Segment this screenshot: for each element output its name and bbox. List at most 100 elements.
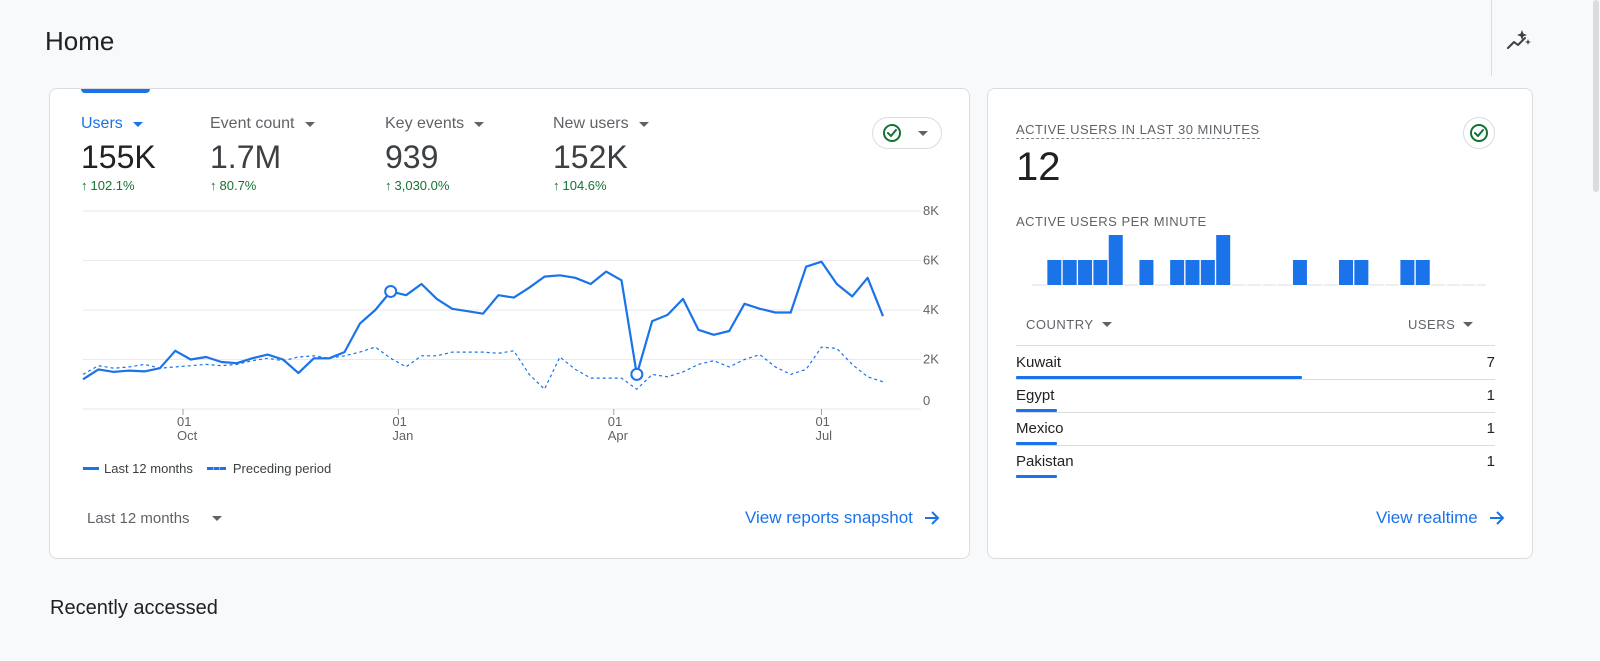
country-share-bar [1016, 376, 1302, 379]
caret-down-icon [1463, 322, 1474, 327]
metric-tab-users[interactable]: Users 155K ↑ 102.1% [81, 115, 156, 193]
minute-bar [1108, 235, 1123, 285]
arrow-up-icon: ↑ [81, 178, 88, 193]
minute-bar [1139, 260, 1154, 285]
x-tick-label-month: Jan [392, 428, 413, 443]
minute-bar [1185, 260, 1200, 285]
current-period-line [82, 260, 885, 381]
country-share-bar [1016, 409, 1057, 412]
scroll-thumb[interactable] [1593, 0, 1599, 192]
country-share-bar [1016, 442, 1057, 445]
country-users: 1 [1486, 387, 1495, 404]
table-row: Pakistan 1 [1016, 445, 1495, 479]
y-tick-label: 2K [923, 352, 939, 367]
page-scrollbar[interactable] [1592, 0, 1600, 661]
metric-value: 155K [81, 139, 156, 175]
chart-legend: Last 12 months Preceding period [83, 461, 331, 476]
y-tick-label: 6K [923, 253, 939, 268]
row-divider [1016, 445, 1495, 446]
metric-value: 939 [385, 139, 439, 175]
recently-accessed-title: Recently accessed [50, 597, 218, 619]
caret-down-icon [304, 121, 315, 127]
link-label: View realtime [1376, 508, 1478, 527]
header-divider [1016, 345, 1495, 346]
x-tick-label-day: 01 [815, 414, 829, 429]
metric-value: 1.7M [210, 139, 282, 175]
metric-label: New users [553, 115, 629, 132]
page-title: Home [45, 26, 115, 56]
table-row: Kuwait 7 [1016, 346, 1495, 380]
minute-bar [1170, 260, 1185, 285]
users-column-header[interactable]: USERS [1408, 317, 1474, 332]
metric-delta: 3,030.0% [394, 178, 450, 193]
realtime-title[interactable]: ACTIVE USERS IN LAST 30 MINUTES [1016, 122, 1260, 139]
metric-label: Users [81, 115, 123, 132]
x-tick-label-month: Oct [177, 428, 198, 443]
metric-delta: 102.1% [90, 178, 135, 193]
country-users: 1 [1486, 453, 1495, 470]
view-realtime-link[interactable]: View realtime [1376, 508, 1506, 528]
insights-button[interactable] [1500, 22, 1538, 60]
y-tick-label: 4K [923, 302, 939, 317]
realtime-status[interactable] [1463, 117, 1495, 149]
row-divider [1016, 379, 1495, 380]
caret-down-icon [918, 130, 928, 136]
y-tick-label: 8K [923, 203, 939, 218]
caret-down-icon [474, 121, 485, 127]
metric-delta: 80.7% [219, 178, 257, 193]
per-minute-bar-chart [1032, 235, 1486, 286]
country-share-bar [1016, 475, 1057, 478]
country-name: Pakistan [1016, 453, 1074, 470]
realtime-card: ACTIVE USERS IN LAST 30 MINUTES 12 ACTIV… [987, 88, 1533, 559]
minute-bar [1078, 260, 1093, 285]
row-divider [1016, 412, 1495, 413]
insights-sparkle-icon [1507, 30, 1531, 49]
link-label: View reports snapshot [745, 508, 913, 527]
data-point-marker [630, 367, 644, 381]
metric-label: Key events [385, 115, 465, 132]
metric-value: 152K [553, 139, 628, 175]
x-tick-label-day: 01 [177, 414, 191, 429]
country-name: Kuwait [1016, 354, 1062, 371]
arrow-right-icon [924, 511, 940, 525]
arrow-up-icon: ↑ [210, 178, 217, 193]
minute-bar [1354, 260, 1369, 285]
metric-tab-new-users[interactable]: New users 152K ↑ 104.6% [553, 115, 649, 193]
metric-label: Event count [210, 115, 295, 132]
country-users: 1 [1486, 420, 1495, 437]
view-reports-snapshot-link[interactable]: View reports snapshot [745, 508, 941, 528]
x-tick-label-day: 01 [608, 414, 622, 429]
date-range-label: Last 12 months [87, 510, 190, 527]
country-name: Mexico [1016, 420, 1064, 437]
minute-bar [1062, 260, 1077, 285]
y-tick-label: 0 [923, 393, 930, 408]
x-tick-label-month: Jul [815, 428, 832, 443]
caret-down-icon [211, 516, 222, 521]
country-users: 7 [1486, 354, 1495, 371]
check-circle-icon [883, 124, 901, 142]
minute-bar [1400, 260, 1415, 285]
header-divider [1491, 0, 1492, 76]
date-range-select[interactable]: Last 12 months [87, 510, 222, 527]
x-tick-label-day: 01 [392, 414, 406, 429]
metric-tab-key-events[interactable]: Key events 939 ↑ 3,030.0% [385, 115, 485, 193]
per-minute-title: ACTIVE USERS PER MINUTE [1016, 214, 1207, 229]
column-label: USERS [1408, 317, 1456, 332]
legend-current-label: Last 12 months [104, 461, 193, 476]
legend-solid-swatch [83, 467, 99, 470]
caret-down-icon [132, 121, 143, 127]
metric-tab-event-count[interactable]: Event count 1.7M ↑ 80.7% [210, 115, 315, 193]
preceding-period-line [82, 346, 884, 390]
minute-bar [1339, 260, 1353, 285]
table-row: Egypt 1 [1016, 379, 1495, 413]
caret-down-icon [1101, 322, 1112, 327]
minute-bar [1292, 260, 1307, 285]
minute-bar [1200, 260, 1215, 285]
table-row: Mexico 1 [1016, 412, 1495, 446]
minute-bar [1415, 260, 1430, 285]
legend-previous-label: Preceding period [232, 461, 332, 476]
x-tick-label-month: Apr [608, 428, 629, 443]
data-quality-dropdown[interactable] [872, 117, 942, 149]
country-column-header[interactable]: COUNTRY [1026, 317, 1112, 332]
